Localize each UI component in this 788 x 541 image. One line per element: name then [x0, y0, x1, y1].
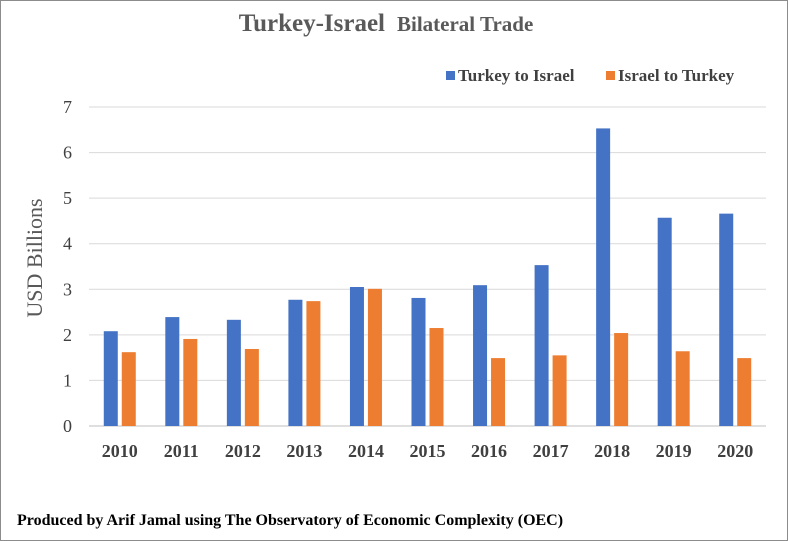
bar-israel-to-turkey-2020: [737, 358, 752, 426]
bar-israel-to-turkey-2011: [183, 338, 198, 426]
y-tick-label: 2: [63, 325, 72, 345]
bar-turkey-to-israel-2015: [411, 297, 426, 426]
bar-israel-to-turkey-2018: [614, 333, 629, 426]
bar-turkey-to-israel-2014: [349, 287, 364, 426]
x-tick-label: 2014: [348, 441, 384, 461]
bar-israel-to-turkey-2010: [121, 352, 136, 426]
bar-turkey-to-israel-2019: [657, 217, 672, 426]
y-tick-label: 3: [63, 279, 72, 299]
bar-turkey-to-israel-2020: [719, 213, 734, 426]
bar-turkey-to-israel-2016: [473, 285, 488, 426]
bar-israel-to-turkey-2012: [244, 348, 259, 426]
y-tick-label: 6: [63, 143, 72, 163]
bars: [103, 128, 752, 426]
bar-turkey-to-israel-2010: [103, 331, 118, 426]
chart-title: Turkey-Israel Bilateral Trade: [239, 10, 534, 37]
y-tick-label: 4: [63, 234, 72, 254]
x-tick-label: 2012: [225, 441, 261, 461]
x-tick-label: 2019: [656, 441, 692, 461]
bar-israel-to-turkey-2017: [552, 355, 567, 426]
bar-israel-to-turkey-2014: [367, 288, 382, 426]
legend-label-israel-to-turkey: Israel to Turkey: [618, 66, 735, 85]
y-tick-label: 1: [63, 370, 72, 390]
gridlines: [89, 106, 766, 427]
chart-title-sub: Bilateral Trade: [397, 12, 533, 36]
y-tick-label: 7: [63, 97, 72, 117]
x-tick-label: 2018: [594, 441, 630, 461]
bar-turkey-to-israel-2018: [596, 128, 611, 426]
x-tick-label: 2013: [286, 441, 322, 461]
svg-text:Turkey-Israel Bilateral: Turkey-Israel Bilateral Trade: [239, 10, 534, 37]
bar-israel-to-turkey-2015: [429, 328, 444, 426]
y-tick-label: 0: [63, 416, 72, 436]
bar-israel-to-turkey-2016: [491, 358, 506, 426]
chart-title-main: Turkey-Israel: [239, 10, 385, 37]
bar-turkey-to-israel-2011: [165, 317, 180, 426]
legend-label-turkey-to-israel: Turkey to Israel: [458, 66, 575, 85]
x-tick-label: 2010: [102, 441, 138, 461]
x-tick-label: 2020: [717, 441, 753, 461]
footer-credit: Produced by Arif Jamal using The Observa…: [17, 512, 564, 529]
bar-turkey-to-israel-2013: [288, 299, 303, 426]
bar-israel-to-turkey-2013: [306, 301, 321, 426]
bar-turkey-to-israel-2017: [534, 265, 549, 426]
legend-swatch-turkey-to-israel: [446, 71, 455, 80]
bar-israel-to-turkey-2019: [675, 351, 690, 426]
legend: Turkey to Israel Israel to Turkey: [446, 66, 735, 85]
y-tick-label: 5: [63, 188, 72, 208]
x-tick-label: 2011: [164, 441, 199, 461]
x-tick-label: 2017: [533, 441, 569, 461]
x-tick-label: 2016: [471, 441, 507, 461]
bar-turkey-to-israel-2012: [226, 319, 241, 426]
x-axis-ticks: 2010 2011 2012 2013 2014 2015 2016 2017 2018 2019…: [102, 441, 753, 461]
legend-swatch-israel-to-turkey: [606, 71, 615, 80]
y-axis-ticks: 0 1 2 3 4 5 6 7: [63, 97, 72, 436]
y-axis-label: USD Billions: [22, 198, 47, 317]
x-tick-label: 2015: [410, 441, 446, 461]
